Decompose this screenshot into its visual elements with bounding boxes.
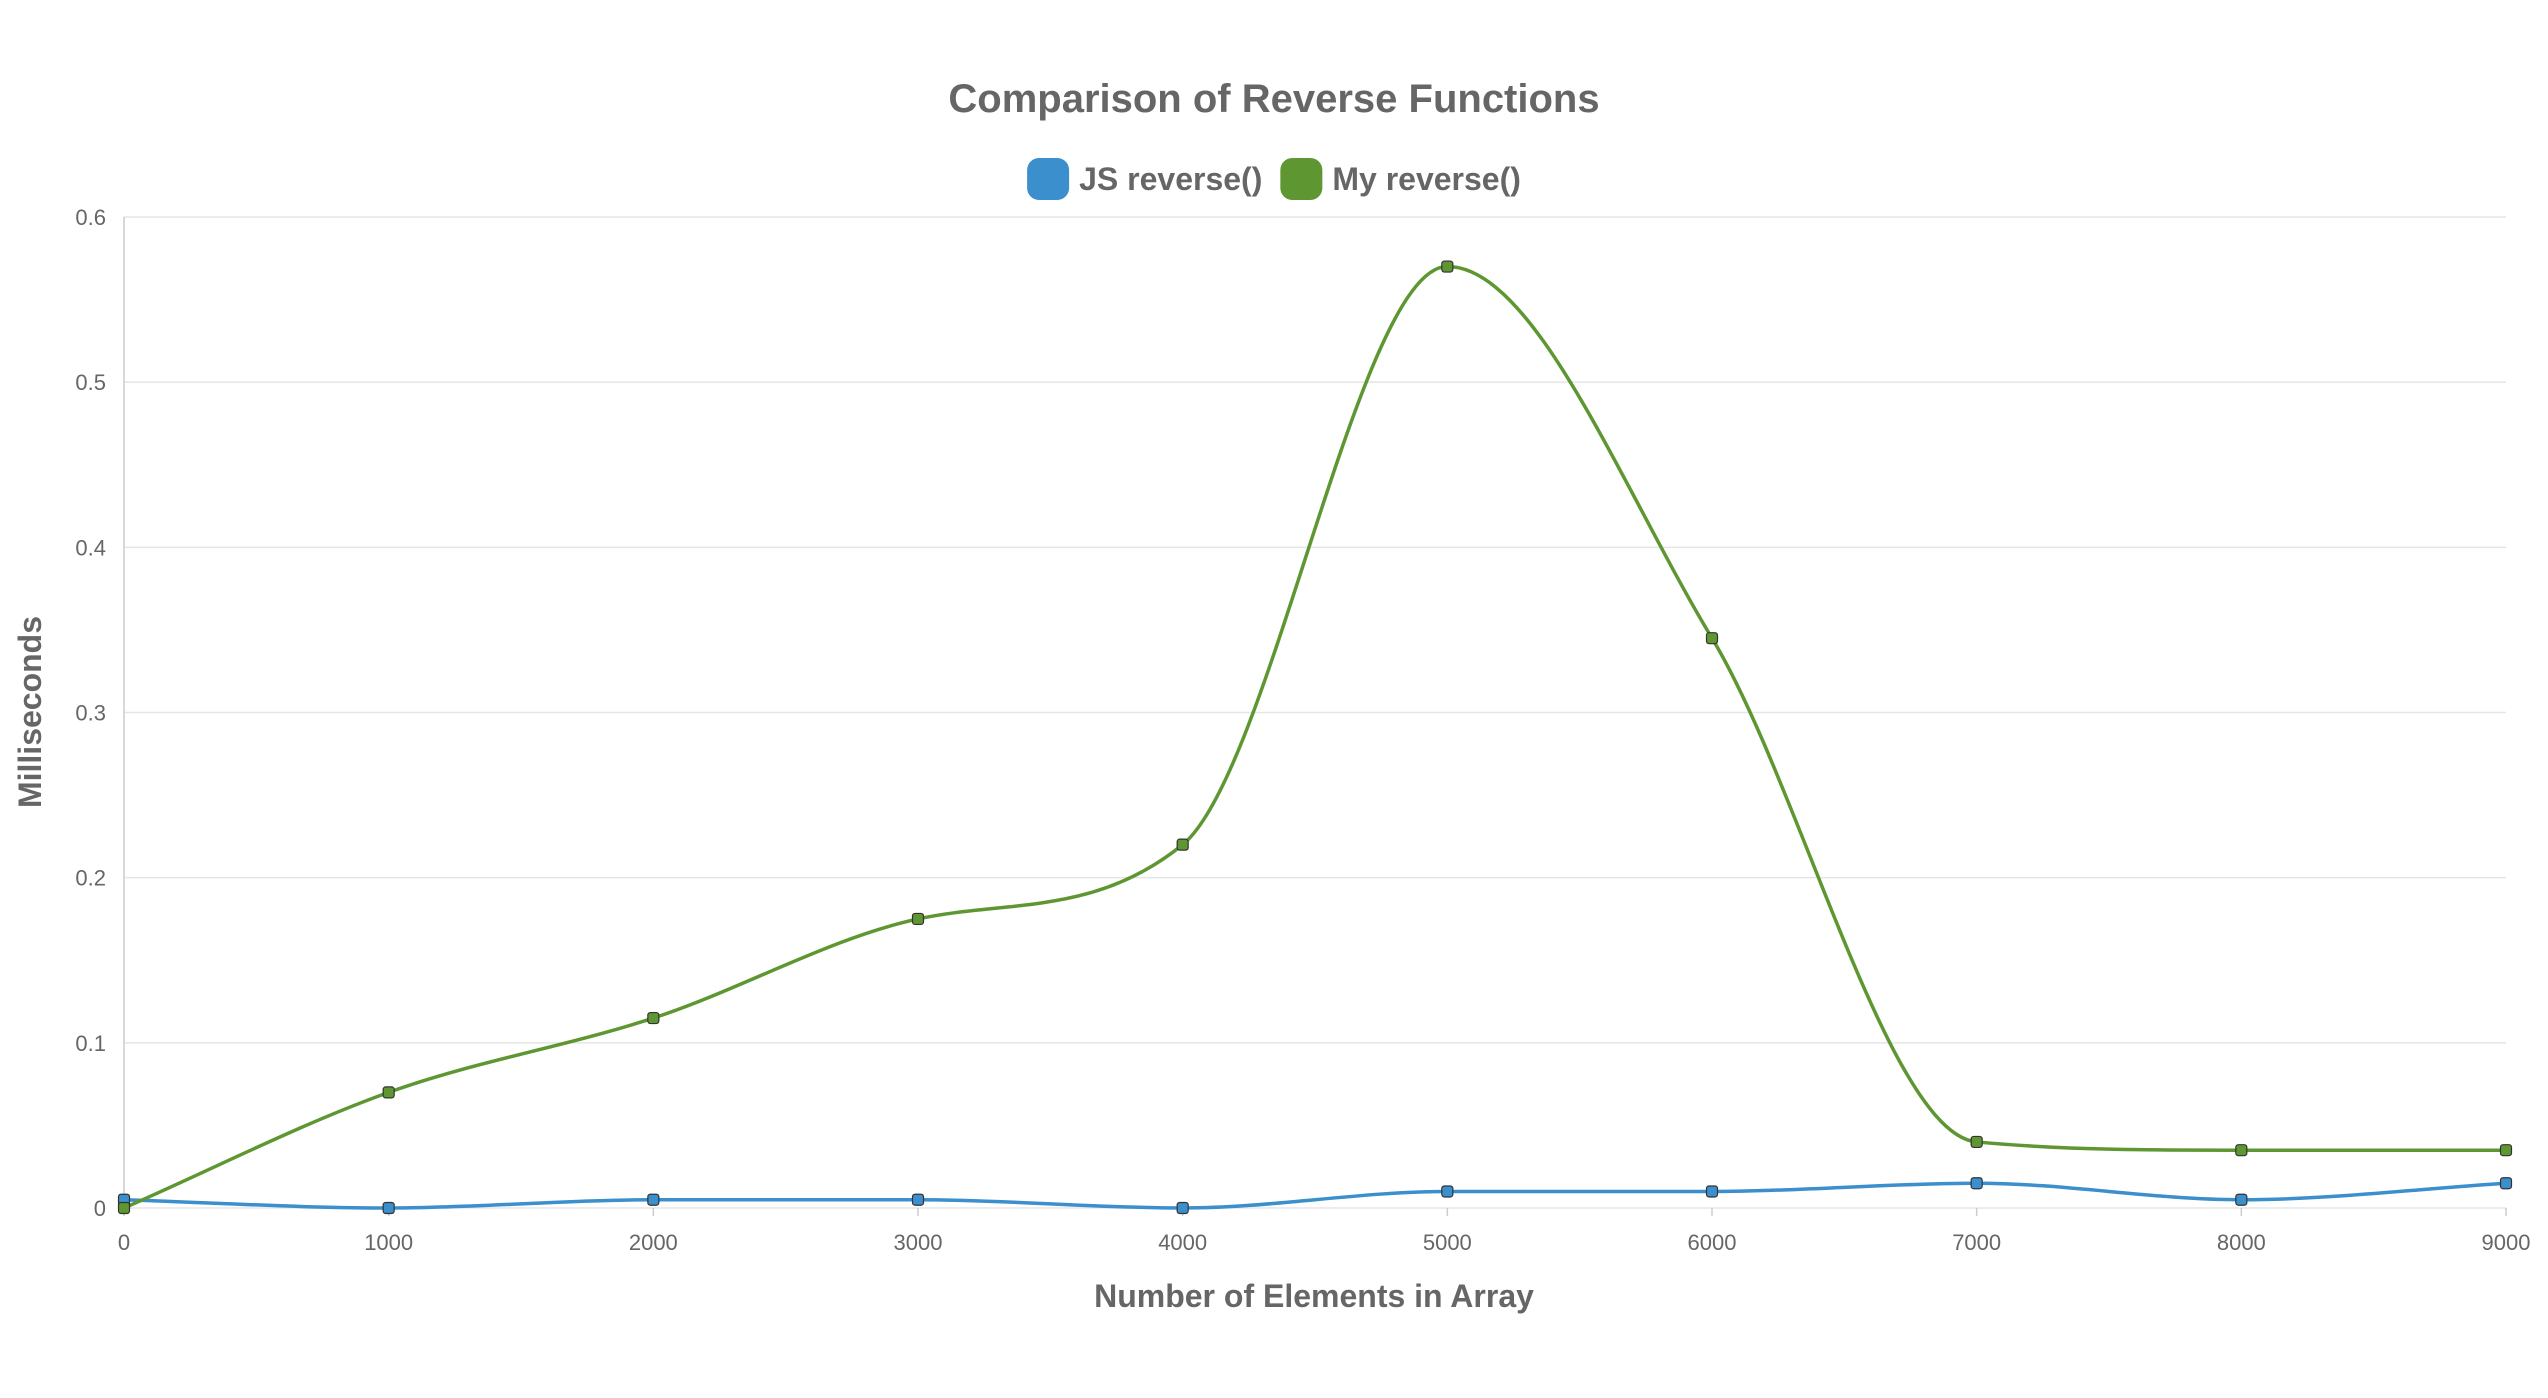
y-tick-label: 0.3 xyxy=(75,701,106,726)
series-line-my-reverse xyxy=(123,264,2506,1210)
x-tick-label: 9000 xyxy=(2482,1230,2531,1255)
legend-swatch xyxy=(1027,158,1070,200)
legend-label: JS reverse() xyxy=(1079,161,1262,197)
series-layer xyxy=(123,264,2507,1210)
data-point-my-reverse[interactable] xyxy=(1970,1135,1983,1149)
data-point-my-reverse[interactable] xyxy=(1705,632,1719,645)
legend-swatch xyxy=(1280,158,1323,200)
data-point-my-reverse[interactable] xyxy=(2235,1144,2248,1157)
data-point-js-reverse[interactable] xyxy=(1441,1185,1454,1198)
points-layer xyxy=(117,260,2513,1215)
legend-label: My reverse() xyxy=(1332,161,1521,197)
data-point-js-reverse[interactable] xyxy=(2235,1193,2248,1206)
data-point-my-reverse[interactable] xyxy=(647,1011,660,1025)
x-axis-ticks: 0 1000 2000 3000 4000 5000 6000 7000 8000 9000 xyxy=(118,1208,2531,1255)
y-tick-label: 0 xyxy=(94,1196,106,1221)
data-point-js-reverse[interactable] xyxy=(911,1193,925,1206)
x-tick-label: 2000 xyxy=(629,1230,678,1255)
x-tick-label: 7000 xyxy=(1952,1230,2001,1255)
data-point-js-reverse[interactable] xyxy=(2499,1177,2513,1190)
data-point-my-reverse[interactable] xyxy=(382,1086,395,1099)
series-line-js-reverse xyxy=(123,1181,2507,1210)
y-tick-label: 0.2 xyxy=(75,866,106,891)
y-tick-label: 0.4 xyxy=(75,535,106,560)
x-axis-title: Number of Elements in Array xyxy=(1094,1278,1534,1314)
x-tick-label: 3000 xyxy=(894,1230,943,1255)
data-point-my-reverse[interactable] xyxy=(1441,260,1454,273)
legend-item[interactable]: My reverse() xyxy=(1280,158,1521,200)
x-tick-label: 4000 xyxy=(1158,1230,1207,1255)
y-tick-label: 0.6 xyxy=(75,205,106,230)
legend-item[interactable]: JS reverse() xyxy=(1027,158,1262,200)
data-point-my-reverse[interactable] xyxy=(911,912,925,926)
data-point-js-reverse[interactable] xyxy=(647,1193,660,1206)
data-point-my-reverse[interactable] xyxy=(2499,1144,2513,1157)
x-tick-label: 0 xyxy=(118,1230,130,1255)
data-point-my-reverse[interactable] xyxy=(1176,838,1189,851)
x-tick-label: 1000 xyxy=(364,1230,413,1255)
x-tick-label: 8000 xyxy=(2217,1230,2266,1255)
legend: JS reverse() My reverse() xyxy=(1027,158,1521,200)
y-tick-label: 0.1 xyxy=(75,1031,106,1056)
chart-title: Comparison of Reverse Functions xyxy=(948,77,1599,121)
data-point-js-reverse[interactable] xyxy=(1705,1185,1719,1198)
data-point-js-reverse[interactable] xyxy=(1970,1177,1983,1190)
data-point-js-reverse[interactable] xyxy=(1176,1201,1189,1215)
x-tick-label: 6000 xyxy=(1688,1230,1737,1255)
y-tick-label: 0.5 xyxy=(75,370,106,395)
data-point-my-reverse[interactable] xyxy=(117,1201,131,1215)
data-point-js-reverse[interactable] xyxy=(382,1201,395,1215)
y-axis-ticks: 0 0.1 0.2 0.3 0.4 0.5 0.6 xyxy=(75,205,106,1221)
gridlines xyxy=(123,216,2506,1209)
x-tick-label: 5000 xyxy=(1423,1230,1472,1255)
y-axis-title: Milliseconds xyxy=(12,616,48,808)
